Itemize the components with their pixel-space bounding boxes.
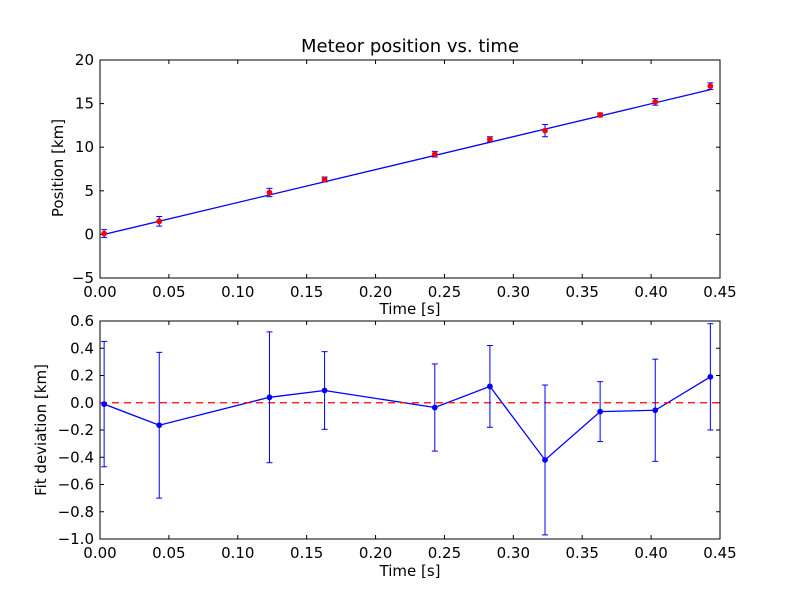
position-xtick-label: 0.30 <box>497 283 530 301</box>
deviation-xtick-label: 0.35 <box>566 544 599 562</box>
deviation-ytick-label: 0.0 <box>70 394 94 412</box>
position-xtick-label: 0.45 <box>703 283 736 301</box>
deviation-ytick-label: −0.2 <box>58 421 94 439</box>
deviation-data-point <box>487 383 493 390</box>
position-data-point <box>321 176 328 183</box>
deviation-xtick-label: 0.20 <box>359 544 392 562</box>
deviation-ytick-label: −0.8 <box>58 503 94 521</box>
deviation-ytick-label: −1.0 <box>58 530 94 548</box>
position-chart-marks: 0.00 0.05 0.10 0.15 0.20 0.25 0.30 0.35 0.40 0.45… <box>72 51 737 301</box>
deviation-xtick-label: 0.45 <box>703 544 736 562</box>
deviation-xtick-label: 0.40 <box>634 544 667 562</box>
deviation-data-point <box>156 422 163 429</box>
deviation-xtick-label: 0.25 <box>428 544 461 562</box>
position-data-point <box>542 127 548 134</box>
position-chart-xlabel: Time [s] <box>379 300 441 318</box>
position-axes-frame <box>99 59 721 279</box>
deviation-chart-xlabel: Time [s] <box>379 562 441 580</box>
position-data-point <box>156 218 163 225</box>
deviation-ytick-label: 0.2 <box>70 367 94 385</box>
position-chart: Meteor position vs. time Time [s] Positi… <box>49 36 737 318</box>
deviation-xtick-label: 0.10 <box>221 544 254 562</box>
position-xtick-label: 0.15 <box>290 283 323 301</box>
deviation-data-point <box>707 373 714 380</box>
deviation-xtick-label: 0.00 <box>83 544 116 562</box>
deviation-series-line <box>103 376 711 461</box>
position-ytick-label: 0 <box>84 225 94 243</box>
position-data-point <box>431 151 438 158</box>
position-xtick-label: 0.05 <box>152 283 185 301</box>
deviation-data-point <box>266 394 273 401</box>
deviation-chart-marks: 0.00 0.05 0.10 0.15 0.20 0.25 0.30 0.35 0.40 0.45… <box>58 312 737 562</box>
deviation-data-point <box>652 407 659 414</box>
deviation-xtick-label: 0.15 <box>290 544 323 562</box>
position-chart-ylabel: Position [km] <box>49 119 67 217</box>
position-chart-title: Meteor position vs. time <box>301 36 519 57</box>
deviation-chart-ylabel: Fit deviation [km] <box>32 364 50 496</box>
deviation-ytick-label: −0.6 <box>58 476 94 494</box>
position-xtick-label: 0.25 <box>428 283 461 301</box>
position-xtick-label: 0.35 <box>566 283 599 301</box>
position-ytick-label: −5 <box>72 269 94 287</box>
position-xtick-label: 0.10 <box>221 283 254 301</box>
position-xtick-label: 0.00 <box>83 283 116 301</box>
position-data-point <box>101 230 108 237</box>
deviation-data-point <box>321 387 328 394</box>
position-fit-line <box>103 89 711 236</box>
deviation-data-point <box>597 408 604 415</box>
position-data-point <box>487 136 493 143</box>
position-data-point <box>652 98 659 105</box>
deviation-xtick-label: 0.30 <box>497 544 530 562</box>
position-ytick-label: 10 <box>75 138 94 156</box>
deviation-chart: Time [s] Fit deviation [km] 0.00 0.05 0.10… <box>32 312 737 580</box>
deviation-data-point <box>431 404 438 411</box>
deviation-data-point <box>101 401 108 408</box>
deviation-ytick-label: 0.4 <box>70 339 94 357</box>
deviation-xtick-label: 0.05 <box>152 544 185 562</box>
position-xtick-label: 0.40 <box>634 283 667 301</box>
deviation-ytick-label: −0.4 <box>58 448 94 466</box>
position-data-point <box>597 112 604 118</box>
position-xtick-label: 0.20 <box>359 283 392 301</box>
position-ytick-label: 15 <box>75 95 94 113</box>
deviation-data-point <box>542 457 548 463</box>
position-data-point <box>266 189 273 196</box>
position-ytick-label: 20 <box>75 51 94 69</box>
position-ytick-label: 5 <box>84 182 94 200</box>
position-data-point <box>707 83 714 90</box>
deviation-ytick-label: 0.6 <box>70 312 94 330</box>
